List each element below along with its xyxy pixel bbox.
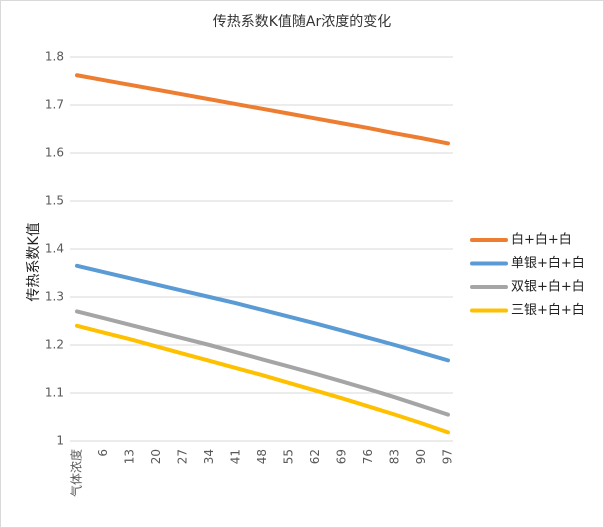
x-tick-label: 48 — [255, 449, 269, 464]
x-tick-label: 69 — [335, 449, 349, 464]
y-tick-label: 1.2 — [45, 338, 64, 352]
y-tick-label: 1 — [56, 434, 64, 448]
series-line — [75, 263, 450, 363]
y-axis-label: 传热系数K值 — [26, 222, 42, 301]
x-tick-label: 34 — [202, 449, 216, 464]
y-tick-label: 1.7 — [45, 98, 64, 112]
legend-label: 三银+白+白 — [511, 302, 585, 318]
legend-label: 白+白+白 — [511, 232, 572, 248]
series-line — [75, 73, 450, 146]
x-tick-label: 62 — [308, 449, 322, 464]
y-tick-label: 1.6 — [45, 146, 64, 160]
x-tick-label: 55 — [282, 449, 296, 464]
legend-label: 单银+白+白 — [511, 255, 585, 271]
chart-title: 传热系数K值随Ar浓度的变化 — [213, 14, 392, 30]
x-tick-label: 27 — [176, 449, 190, 464]
y-tick-label: 1.8 — [45, 50, 64, 64]
y-tick-label: 1.5 — [45, 194, 64, 208]
x-tick-label: 气体浓度 — [69, 449, 84, 497]
series-line — [75, 309, 450, 417]
y-tick-label: 1.1 — [45, 386, 64, 400]
y-tick-label: 1.4 — [45, 242, 64, 256]
x-tick-label: 76 — [361, 449, 375, 464]
x-tick-label: 13 — [123, 449, 137, 464]
x-tick-label: 6 — [96, 449, 110, 457]
legend-label: 双银+白+白 — [511, 279, 585, 295]
x-tick-label: 90 — [414, 449, 428, 464]
x-tick-label: 20 — [149, 449, 163, 464]
y-tick-label: 1.3 — [45, 290, 64, 304]
series-line — [75, 323, 450, 435]
x-tick-label: 41 — [229, 449, 243, 464]
x-tick-label: 97 — [441, 449, 455, 464]
x-tick-label: 83 — [388, 449, 402, 464]
